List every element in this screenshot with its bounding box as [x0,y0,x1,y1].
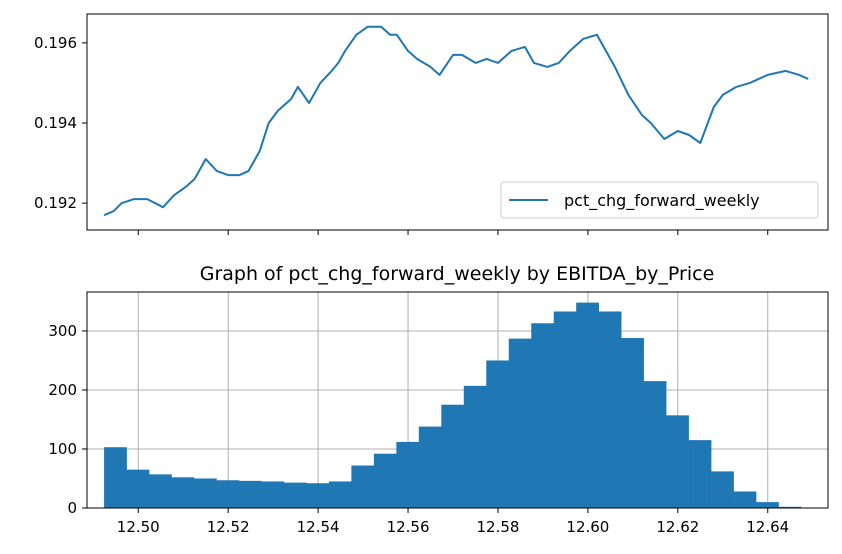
histogram-bar [778,506,802,508]
histogram-bar [621,338,644,508]
histogram-bar [576,302,599,508]
histogram-ytick-label: 0 [67,499,77,517]
histogram-xtick-label: 12.64 [746,518,789,536]
histogram-ticks: 0 100 200 300 12.50 12.52 12.54 12.56 12.58 12.60… [48,322,789,536]
histogram-xtick-label: 12.50 [117,518,160,536]
histogram-frame [86,291,829,509]
histogram-bar [373,453,397,508]
histogram-ytick-label: 300 [48,322,77,340]
histogram-bar [441,404,465,508]
histogram-bar [463,385,487,508]
line-ytick-label: 0.194 [34,114,77,132]
histogram-bar [104,447,127,508]
histogram-ytick-label: 100 [48,440,77,458]
histogram-bar [126,469,150,508]
histogram-bar [396,441,420,508]
line-series-pct-chg-forward-weekly [103,25,809,217]
histogram-bar [486,360,510,508]
histogram-bar [171,477,195,508]
histogram-bar [328,481,352,508]
histogram-bar [508,338,532,508]
histogram-bar [261,481,285,508]
legend-label: pct_chg_forward_weekly [564,191,760,211]
histogram-bar [711,471,734,508]
histogram-bar [149,474,172,508]
line-chart-frame [86,13,829,231]
histogram-xtick-label: 12.60 [566,518,609,536]
histogram-xtick-label: 12.56 [387,518,430,536]
histogram-bar [666,415,689,508]
histogram-bars [104,302,802,508]
legend: pct_chg_forward_weekly [500,181,819,219]
histogram-bar [351,465,375,508]
histogram-bar [643,381,667,508]
line-chart-panel: 0.192 0.194 0.196 pct_chg_forward_weekly [34,13,829,235]
histogram-panel: Graph of pct_chg_forward_weekly by EBITD… [48,263,829,536]
histogram-bar [756,502,779,508]
histogram-xtick-label: 12.62 [656,518,699,536]
histogram-bar [418,426,442,508]
histogram-bar [688,440,712,508]
histogram-bar [733,491,757,508]
line-ytick-label: 0.192 [34,194,77,212]
histogram-bar [306,483,330,508]
histogram-bar [238,480,262,508]
histogram-bar [598,311,622,508]
histogram-bar [283,482,307,508]
histogram-bar [216,480,240,508]
histogram-xtick-label: 12.52 [207,518,250,536]
histogram-xtick-label: 12.58 [476,518,519,536]
histogram-bar [531,323,555,508]
histogram-xtick-label: 12.54 [297,518,340,536]
histogram-bar [553,311,577,508]
histogram-ytick-label: 200 [48,381,77,399]
histogram-title: Graph of pct_chg_forward_weekly by EBITD… [200,263,715,285]
line-chart-ticks: 0.192 0.194 0.196 [34,34,769,235]
histogram-bar [194,478,217,508]
legend-box [500,181,819,219]
line-ytick-label: 0.196 [34,34,77,52]
